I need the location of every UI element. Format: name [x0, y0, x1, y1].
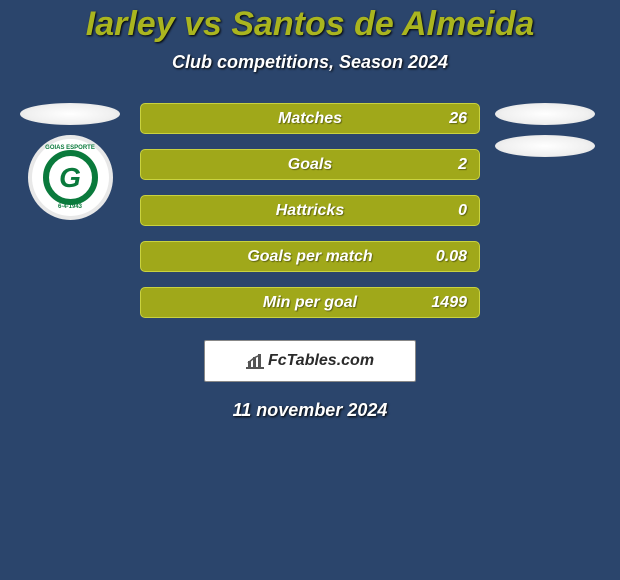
- player-right-column: [490, 103, 600, 157]
- club-badge-bottom-text: 6-4-1943: [32, 204, 109, 210]
- page-title: Iarley vs Santos de Almeida: [0, 5, 620, 44]
- brand-box[interactable]: FcTables.com: [204, 340, 416, 382]
- player-right-avatar: [495, 103, 595, 125]
- stat-row: Goals 2: [140, 149, 480, 180]
- brand-label: FcTables.com: [268, 352, 374, 370]
- stat-value: 26: [449, 110, 467, 128]
- stat-label: Goals per match: [247, 248, 372, 266]
- stat-row: Hattricks 0: [140, 195, 480, 226]
- player-left-column: GOIAS ESPORTE G 6-4-1943: [15, 103, 125, 220]
- player-left-avatar: [20, 103, 120, 125]
- stat-row: Min per goal 1499: [140, 287, 480, 318]
- club-badge-top-text: GOIAS ESPORTE: [32, 145, 109, 151]
- comparison-card: Iarley vs Santos de Almeida Club competi…: [0, 0, 620, 450]
- stat-value: 2: [458, 156, 467, 174]
- stat-label: Goals: [288, 156, 332, 174]
- player-right-club-placeholder: [495, 135, 595, 157]
- subtitle: Club competitions, Season 2024: [0, 52, 620, 73]
- stat-value: 0: [458, 202, 467, 220]
- stat-row: Matches 26: [140, 103, 480, 134]
- stat-label: Min per goal: [263, 294, 357, 312]
- date-label: 11 november 2024: [0, 400, 620, 421]
- player-left-club-badge: GOIAS ESPORTE G 6-4-1943: [28, 135, 113, 220]
- stat-label: Matches: [278, 110, 342, 128]
- chart-icon: [246, 353, 264, 369]
- stat-value: 0.08: [436, 248, 467, 266]
- stat-row: Goals per match 0.08: [140, 241, 480, 272]
- content-area: GOIAS ESPORTE G 6-4-1943 Matches 26 Goal…: [10, 103, 610, 318]
- stats-bars: Matches 26 Goals 2 Hattricks 0 Goals per…: [140, 103, 480, 318]
- club-badge-letter: G: [43, 150, 98, 205]
- stat-value: 1499: [431, 294, 467, 312]
- stat-label: Hattricks: [276, 202, 344, 220]
